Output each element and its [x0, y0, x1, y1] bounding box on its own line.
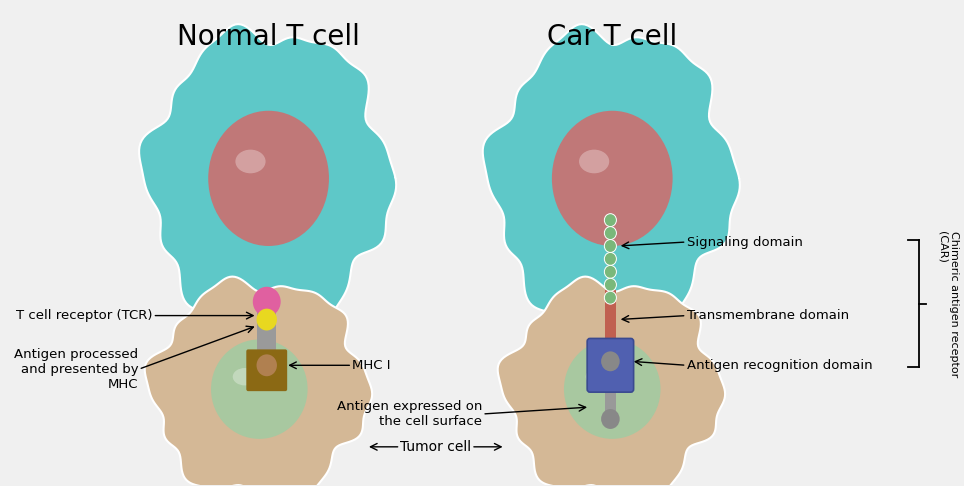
Text: Transmembrane domain: Transmembrane domain [686, 309, 848, 322]
Ellipse shape [232, 368, 256, 385]
Ellipse shape [256, 309, 277, 330]
Ellipse shape [602, 351, 620, 371]
Polygon shape [483, 24, 739, 327]
Ellipse shape [256, 354, 277, 376]
Bar [257, 308, 276, 357]
Ellipse shape [586, 368, 610, 385]
Ellipse shape [604, 252, 616, 265]
Text: Tumor cell: Tumor cell [400, 440, 471, 454]
Text: Antigen recognition domain: Antigen recognition domain [686, 359, 872, 372]
Polygon shape [497, 277, 725, 486]
Ellipse shape [602, 409, 620, 429]
Text: Car T cell: Car T cell [548, 23, 678, 51]
Ellipse shape [551, 111, 673, 246]
Bar [604, 290, 616, 345]
Ellipse shape [208, 111, 329, 246]
Ellipse shape [579, 150, 609, 174]
Text: T cell receptor (TCR): T cell receptor (TCR) [16, 309, 152, 322]
FancyBboxPatch shape [587, 338, 633, 392]
Ellipse shape [211, 339, 308, 439]
Ellipse shape [604, 291, 616, 304]
FancyBboxPatch shape [247, 349, 287, 391]
Polygon shape [139, 24, 396, 327]
Ellipse shape [604, 240, 616, 252]
Text: MHC I: MHC I [352, 359, 390, 372]
Bar [604, 387, 616, 415]
Ellipse shape [604, 265, 616, 278]
Text: Chimeric antigen receptor
(CAR): Chimeric antigen receptor (CAR) [937, 230, 959, 377]
Text: Antigen expressed on
the cell surface: Antigen expressed on the cell surface [336, 400, 482, 428]
Ellipse shape [235, 150, 265, 174]
Polygon shape [145, 277, 372, 486]
Ellipse shape [604, 226, 616, 240]
Text: Signaling domain: Signaling domain [686, 236, 802, 248]
Ellipse shape [604, 278, 616, 291]
Text: Antigen processed
and presented by
MHC: Antigen processed and presented by MHC [14, 348, 139, 391]
Ellipse shape [604, 214, 616, 226]
Text: Normal T cell: Normal T cell [177, 23, 360, 51]
Ellipse shape [564, 339, 660, 439]
Ellipse shape [253, 287, 281, 316]
